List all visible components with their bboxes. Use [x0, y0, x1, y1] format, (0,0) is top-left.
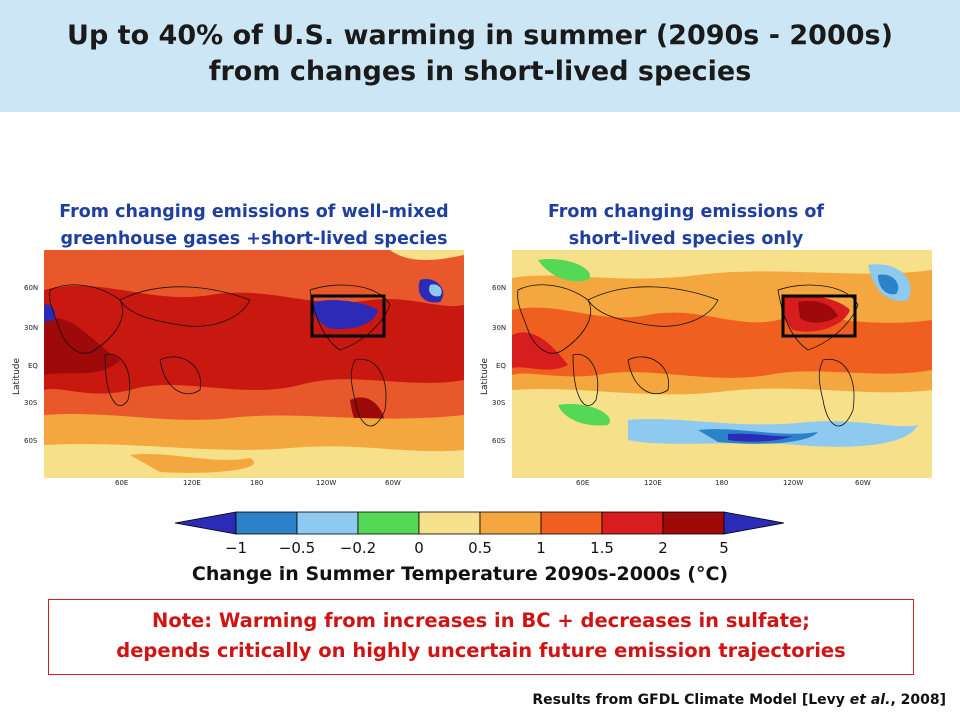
source-italic: et al.	[849, 692, 891, 708]
left-lat-tick-30n: 30N	[24, 324, 38, 332]
note-line-2: depends critically on highly uncertain f…	[116, 639, 846, 662]
right-lat-tick-30s: 30S	[492, 399, 506, 407]
colorbar-tick-label: −0.2	[340, 539, 376, 557]
colorbar-segment	[357, 511, 420, 535]
right-map-region-south-darkblue	[728, 433, 793, 442]
slide-title: Up to 40% of U.S. warming in summer (209…	[0, 18, 960, 90]
colorbar-tick-label: −1	[225, 539, 247, 557]
right-lon-tick-60e: 60E	[576, 479, 589, 487]
right-map-region-red	[512, 332, 568, 370]
left-map-panel: Latitude 60N 30N EQ 3	[10, 250, 466, 487]
left-map-region-orange2	[130, 453, 254, 473]
right-lon-tick-180: 180	[715, 479, 728, 487]
title-line-2: from changes in short-lived species	[208, 56, 752, 87]
left-map-region-arctic	[390, 250, 464, 260]
left-map-region-maroon	[44, 318, 120, 375]
left-lat-tick-60n: 60N	[24, 284, 38, 292]
colorbar-tick-label: 0.5	[468, 539, 492, 557]
left-lon-tick-60w: 60W	[385, 479, 401, 487]
colorbar-tick-label: −0.5	[279, 539, 315, 557]
left-map-region-us-blue	[313, 300, 378, 330]
right-map-region-atlantic-blue	[878, 274, 899, 295]
note-box: Note: Warming from increases in BC + dec…	[48, 599, 914, 675]
left-latitude-label: Latitude	[12, 357, 22, 395]
left-lat-ticks: 60N 30N EQ 30S 60S	[24, 284, 38, 445]
left-map-region-atlantic-lightblue	[429, 284, 442, 297]
left-caption-line-2: greenhouse gases +short-lived species	[60, 229, 448, 249]
right-us-highlight-box	[781, 294, 857, 338]
colorbar-right-arrow	[723, 511, 785, 535]
title-banner	[0, 0, 960, 112]
right-lat-tick-60n: 60N	[492, 284, 506, 292]
right-lon-ticks: 60E 120E 180 120W 60W	[576, 479, 871, 487]
colorbar-segment	[540, 511, 603, 535]
right-caption-line-2: short-lived species only	[568, 229, 804, 249]
right-lat-tick-30n: 30N	[492, 324, 506, 332]
source-citation: Results from GFDL Climate Model [Levy et…	[532, 692, 946, 708]
colorbar-tick-label: 5	[719, 539, 729, 557]
colorbar-segment	[479, 511, 542, 535]
left-us-highlight-box	[310, 294, 386, 338]
colorbar-tick-label: 1.5	[590, 539, 614, 557]
right-panel-caption: From changing emissions of short-lived s…	[476, 199, 896, 253]
colorbar-tick-label: 0	[414, 539, 424, 557]
right-map-region-green-south	[558, 404, 610, 426]
left-lat-tick-30s: 30S	[24, 399, 38, 407]
right-map-region-south-lightblue	[628, 418, 918, 447]
left-lon-tick-120e: 120E	[183, 479, 201, 487]
left-map-region-yellow	[44, 443, 464, 478]
right-lat-ticks: 60N 30N EQ 30S 60S	[492, 284, 506, 445]
left-caption-line-1: From changing emissions of well-mixed	[59, 202, 449, 222]
right-lat-tick-60s: 60S	[492, 437, 506, 445]
right-map-panel: Latitude 60N 30N EQ 30S 60S	[478, 250, 934, 487]
source-suffix: , 2008]	[890, 692, 946, 708]
right-temperature-map: 60N 30N EQ 30S 60S	[492, 250, 932, 478]
right-latitude-label: Latitude	[480, 357, 490, 395]
colorbar-left-arrow	[174, 511, 237, 535]
left-lat-tick-60s: 60S	[24, 437, 38, 445]
right-lat-tick-eq: EQ	[496, 362, 506, 370]
title-line-1: Up to 40% of U.S. warming in summer (209…	[67, 20, 893, 51]
source-prefix: Results from GFDL Climate Model [Levy	[532, 692, 850, 708]
colorbar-segment	[296, 511, 359, 535]
right-caption-line-1: From changing emissions of	[547, 202, 825, 222]
left-lon-tick-120w: 120W	[316, 479, 336, 487]
right-lon-tick-60w: 60W	[855, 479, 871, 487]
colorbar: −1 −0.5 −0.2 0 0.5 1 1.5 2 5	[174, 511, 785, 557]
left-lon-tick-180: 180	[250, 479, 263, 487]
right-map-coastlines	[517, 284, 859, 427]
colorbar-segment	[662, 511, 725, 535]
right-lon-tick-120w: 120W	[783, 479, 803, 487]
colorbar-tick-label: 1	[536, 539, 546, 557]
colorbar-tick-label: 2	[658, 539, 668, 557]
right-map-region-green	[538, 259, 590, 282]
colorbar-segment	[235, 511, 298, 535]
colorbar-segment	[601, 511, 664, 535]
left-temperature-map: 60N 30N EQ 30S 60S	[24, 250, 464, 478]
right-map-region-arctic-yellow	[512, 250, 932, 279]
right-lon-tick-120e: 120E	[644, 479, 662, 487]
left-lon-ticks: 60E 120E 180 120W 60W	[115, 479, 401, 487]
colorbar-title: Change in Summer Temperature 2090s-2000s…	[191, 563, 729, 585]
left-map-coastlines	[49, 284, 391, 427]
note-line-1: Note: Warming from increases in BC + dec…	[152, 609, 810, 632]
colorbar-segment	[418, 511, 481, 535]
left-panel-caption: From changing emissions of well-mixed gr…	[14, 199, 494, 253]
left-map-region-darkred	[44, 285, 464, 394]
right-map-region-us-darkred	[798, 300, 838, 323]
left-lat-tick-eq: EQ	[28, 362, 38, 370]
left-lon-tick-60e: 60E	[115, 479, 128, 487]
